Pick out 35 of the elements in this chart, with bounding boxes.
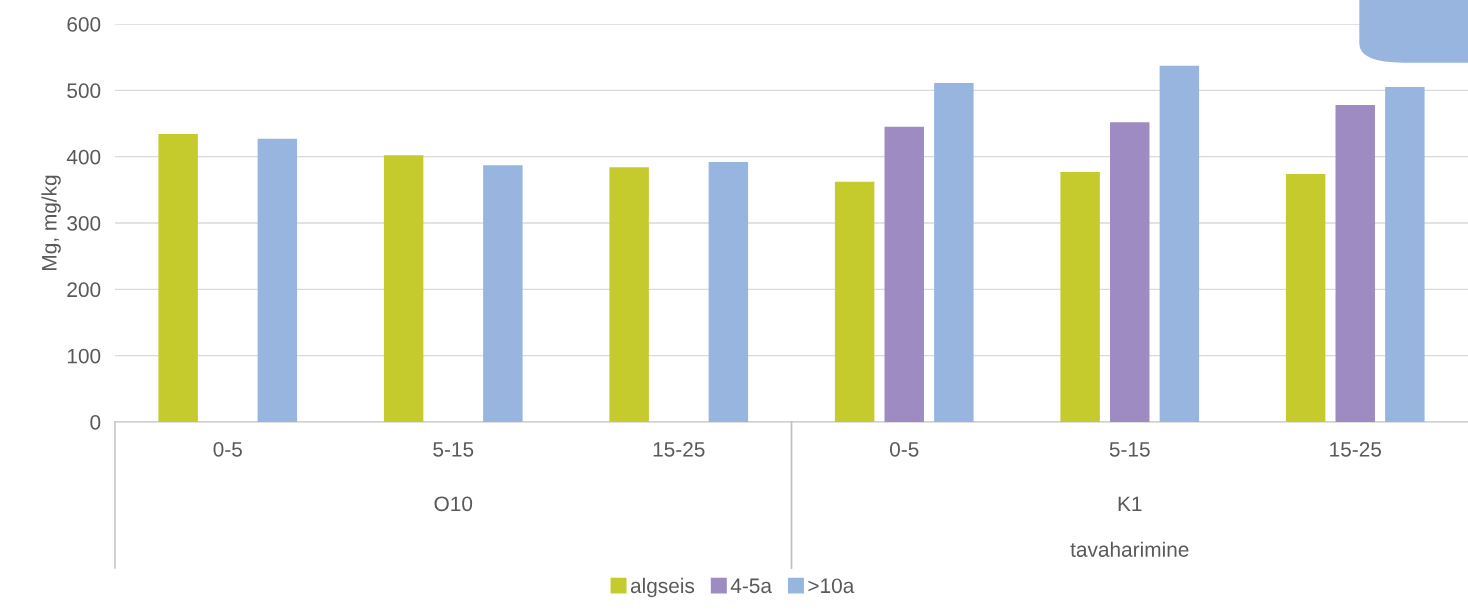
x-tick-label: 5-15 bbox=[433, 442, 474, 457]
bar bbox=[1110, 122, 1150, 422]
text: O10 bbox=[434, 496, 473, 512]
x-tick-label: 0-5 bbox=[890, 441, 919, 457]
text: tavaharimine bbox=[1070, 541, 1189, 557]
bar bbox=[1285, 173, 1326, 422]
text: K1 bbox=[1118, 496, 1142, 511]
bar bbox=[884, 126, 924, 422]
bar bbox=[158, 134, 198, 422]
x-tick-label: 15-25 bbox=[653, 441, 705, 457]
x-tick-label: 0-5 bbox=[213, 441, 242, 457]
y-tick-label: 200 bbox=[67, 282, 101, 298]
y-tick-label: 600 bbox=[67, 17, 101, 32]
bar bbox=[934, 83, 974, 422]
bar bbox=[257, 138, 298, 422]
bar bbox=[483, 165, 523, 422]
bar bbox=[1060, 171, 1100, 422]
y-tick-label: 300 bbox=[67, 216, 101, 231]
y-tick-label: 0 bbox=[90, 415, 101, 430]
bar bbox=[1335, 104, 1375, 422]
bar bbox=[1385, 87, 1425, 422]
legend-label: algseis bbox=[630, 577, 695, 598]
bar bbox=[1159, 65, 1200, 422]
legend-label: 4-5a bbox=[730, 578, 772, 594]
y-tick-label: 400 bbox=[66, 149, 101, 165]
y-tick-label: 100 bbox=[67, 348, 101, 364]
x-tick-label: 5-15 bbox=[1109, 442, 1150, 457]
bar bbox=[609, 167, 649, 422]
y-tick-label: 500 bbox=[67, 83, 101, 99]
x-tick-label: 15-25 bbox=[1330, 441, 1382, 457]
bar bbox=[834, 181, 875, 422]
legend-label: >10a bbox=[808, 578, 855, 594]
bar bbox=[708, 161, 749, 422]
bar bbox=[383, 155, 424, 422]
y-axis-title: Mg, mg/kg bbox=[41, 175, 61, 270]
